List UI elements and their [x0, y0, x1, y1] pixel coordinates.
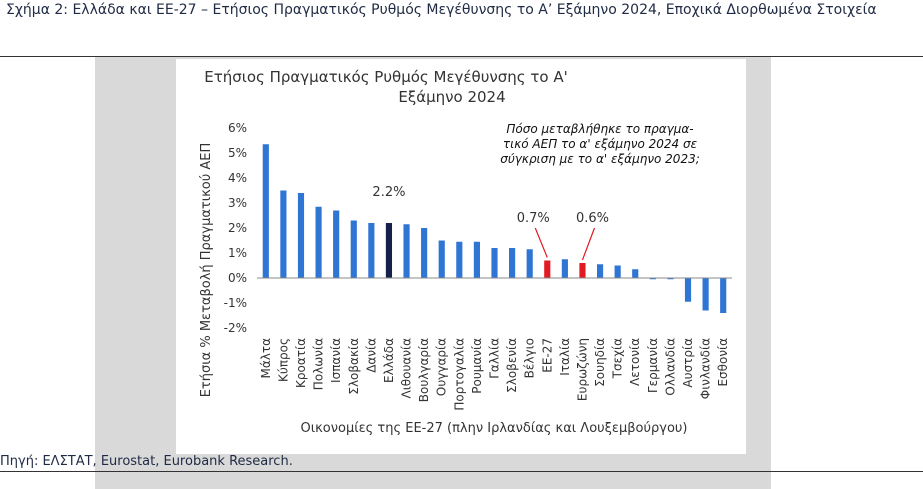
x-axis-tick-labels: Μάλτα Κύπρος Κροατία Πολωνία Ισπανία Σλοβακία…	[259, 338, 730, 411]
x-tick-label: Βέλγιο	[523, 338, 537, 378]
bar	[632, 269, 639, 278]
x-tick-label: Τσεχία	[611, 338, 625, 379]
y-tick-label: 3%	[228, 196, 247, 210]
annotation-line: σύγκριση με το α' εξάμηνο 2023;	[500, 152, 700, 166]
bar	[720, 278, 727, 313]
bar	[526, 249, 533, 278]
bar	[297, 193, 305, 278]
x-tick-label: Πολωνία	[312, 338, 326, 390]
y-tick-label: 0%	[228, 271, 247, 285]
bar	[403, 224, 410, 278]
bar	[509, 248, 516, 278]
top-rule	[0, 56, 923, 57]
annotation-line: τικό ΑΕΠ το α' εξάμηνο 2024 σε	[503, 137, 698, 151]
y-tick-label: 6%	[228, 121, 247, 135]
chart-title-line-1: Ετήσιος Πραγματικός Ρυθμός Μεγέθυνσης το…	[204, 68, 567, 86]
x-tick-label: Βουλγαρία	[417, 338, 431, 402]
x-axis-label: Οικονομίες της ΕΕ-27 (πλην Ιρλανδίας και…	[300, 421, 687, 436]
x-tick-label: Μάλτα	[259, 338, 273, 379]
x-tick-label: Γαλλία	[488, 338, 502, 379]
data-label: 2.2%	[372, 185, 405, 200]
x-tick-label: Σλοβενία	[505, 338, 519, 393]
bar	[579, 263, 586, 278]
x-tick-label: Δανία	[364, 338, 378, 373]
bar	[262, 144, 269, 278]
x-tick-label: Ευρωζώνη	[575, 338, 589, 401]
x-tick-label: Λετονία	[628, 338, 642, 386]
bar	[421, 228, 428, 278]
y-tick-label: 1%	[228, 246, 247, 260]
data-label: 0.7%	[517, 211, 550, 226]
y-axis-ticks: -2% -1% 0% 1% 2% 3% 4% 5% 6%	[224, 121, 247, 335]
bottom-rule	[0, 471, 923, 472]
bar	[280, 190, 287, 278]
x-tick-label: Εσθονία	[716, 338, 730, 387]
bar	[333, 210, 340, 278]
bar	[491, 248, 498, 278]
bar	[350, 220, 357, 278]
x-tick-label: Κύπρος	[276, 338, 290, 382]
bar	[473, 241, 480, 278]
bar	[667, 278, 674, 280]
bar	[684, 278, 692, 302]
x-tick-label: Ουγγαρία	[435, 338, 449, 396]
bar	[456, 241, 463, 278]
chart-title-line-2: Εξάμηνο 2024	[398, 88, 505, 106]
x-tick-label: Γερμανία	[646, 338, 660, 393]
bar	[438, 240, 445, 278]
bar	[544, 260, 551, 278]
bar	[315, 206, 322, 278]
x-tick-label: Ρουμανία	[470, 338, 484, 394]
bar	[614, 265, 621, 278]
data-label-leader	[534, 227, 548, 258]
x-tick-label: Πορτογαλία	[452, 338, 466, 411]
bar	[649, 278, 656, 280]
bar	[368, 223, 375, 278]
x-tick-label: Σλοβακία	[347, 338, 361, 395]
y-tick-label: 2%	[228, 221, 247, 235]
x-tick-label: Σουηδία	[593, 338, 607, 387]
x-tick-label: Ισπανία	[329, 338, 343, 383]
x-tick-label: Ιταλία	[558, 338, 572, 376]
x-tick-label: Ελλάδα	[382, 338, 396, 383]
figure-title: Σχήμα 2: Ελλάδα και ΕΕ-27 – Ετήσιος Πραγ…	[6, 2, 877, 18]
x-tick-label: Λιθουανία	[400, 338, 414, 399]
bars	[262, 144, 727, 313]
bar	[596, 264, 604, 278]
x-tick-label: Κροατία	[294, 338, 308, 388]
y-tick-label: -2%	[224, 321, 247, 335]
bar	[385, 223, 393, 278]
bar	[561, 259, 568, 278]
annotation-line: Πόσο μεταβλήθηκε το πραγμα-	[506, 122, 693, 136]
annotation: 2.2% 0.7% 0.6% Πόσο μεταβλήθηκε το πραγμα-τ…	[372, 122, 700, 261]
x-tick-label: Αυστρία	[681, 338, 695, 388]
y-axis-label: Ετήσια % Μεταβολή Πραγματικού ΑΕΠ	[199, 143, 214, 398]
data-label-leader	[581, 227, 596, 261]
bar	[702, 278, 709, 311]
x-tick-label: ΕΕ-27	[540, 338, 554, 373]
y-tick-label: 4%	[228, 171, 247, 185]
source-note: Πηγή: ΕΛΣΤΑΤ, Eurostat, Eurobank Researc…	[0, 454, 293, 469]
y-tick-label: -1%	[224, 296, 247, 310]
data-label: 0.6%	[576, 211, 609, 226]
x-tick-label: Φινλανδία	[699, 338, 713, 399]
x-tick-label: Ολλανδία	[663, 338, 677, 396]
y-tick-label: 5%	[228, 146, 247, 160]
